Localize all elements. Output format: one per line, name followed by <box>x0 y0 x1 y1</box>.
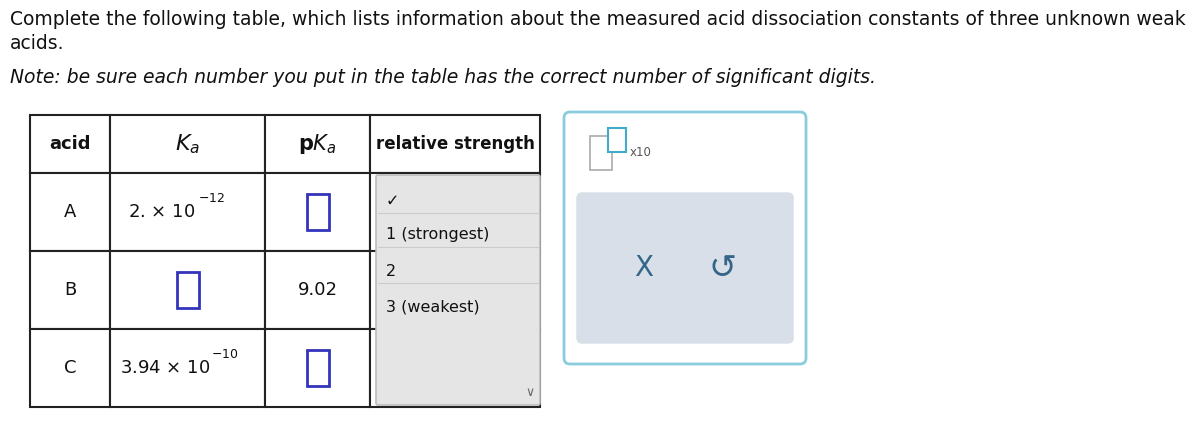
Text: acid: acid <box>49 135 91 153</box>
Bar <box>306 350 329 386</box>
FancyBboxPatch shape <box>577 193 793 343</box>
Text: Complete the following table, which lists information about the measured acid di: Complete the following table, which list… <box>10 10 1186 29</box>
Text: acids.: acids. <box>10 34 65 53</box>
Text: ∨: ∨ <box>526 387 534 400</box>
Text: 2. $\times$ 10: 2. $\times$ 10 <box>128 203 196 221</box>
Text: X: X <box>635 254 653 282</box>
Text: p$\mathit{K}_{a}$: p$\mathit{K}_{a}$ <box>298 132 337 156</box>
Bar <box>110 329 265 407</box>
Text: $-$10: $-$10 <box>211 347 239 360</box>
Text: relative strength: relative strength <box>376 135 534 153</box>
Text: 9.02: 9.02 <box>298 281 337 299</box>
Bar <box>30 173 110 251</box>
Text: $-$12: $-$12 <box>198 191 226 204</box>
FancyBboxPatch shape <box>376 175 540 405</box>
Bar <box>265 251 370 329</box>
Bar <box>265 329 370 407</box>
Bar <box>370 251 540 329</box>
Bar <box>370 329 540 407</box>
Text: B: B <box>64 281 76 299</box>
Bar <box>370 173 540 251</box>
Bar <box>306 194 329 230</box>
Bar <box>110 173 265 251</box>
Bar <box>370 115 540 173</box>
Text: C: C <box>64 359 77 377</box>
Text: A: A <box>64 203 76 221</box>
Text: 3 (weakest): 3 (weakest) <box>386 299 480 314</box>
Text: 3.94 $\times$ 10: 3.94 $\times$ 10 <box>120 359 210 377</box>
Bar <box>608 128 626 152</box>
Bar <box>30 115 110 173</box>
Bar <box>110 115 265 173</box>
Text: ✓: ✓ <box>386 194 400 209</box>
Bar <box>110 251 265 329</box>
Bar <box>176 272 198 308</box>
FancyBboxPatch shape <box>564 112 806 364</box>
Bar <box>265 115 370 173</box>
Text: ↺: ↺ <box>708 251 736 285</box>
Text: 1 (strongest): 1 (strongest) <box>386 228 490 242</box>
Bar <box>30 251 110 329</box>
Text: $\mathit{K}_{a}$: $\mathit{K}_{a}$ <box>175 132 200 156</box>
Text: Note: be sure each number you put in the table has the correct number of signifi: Note: be sure each number you put in the… <box>10 68 876 87</box>
Text: x10: x10 <box>630 146 652 159</box>
Bar <box>30 329 110 407</box>
Bar <box>265 173 370 251</box>
Bar <box>590 136 612 170</box>
Text: 2: 2 <box>386 264 396 279</box>
